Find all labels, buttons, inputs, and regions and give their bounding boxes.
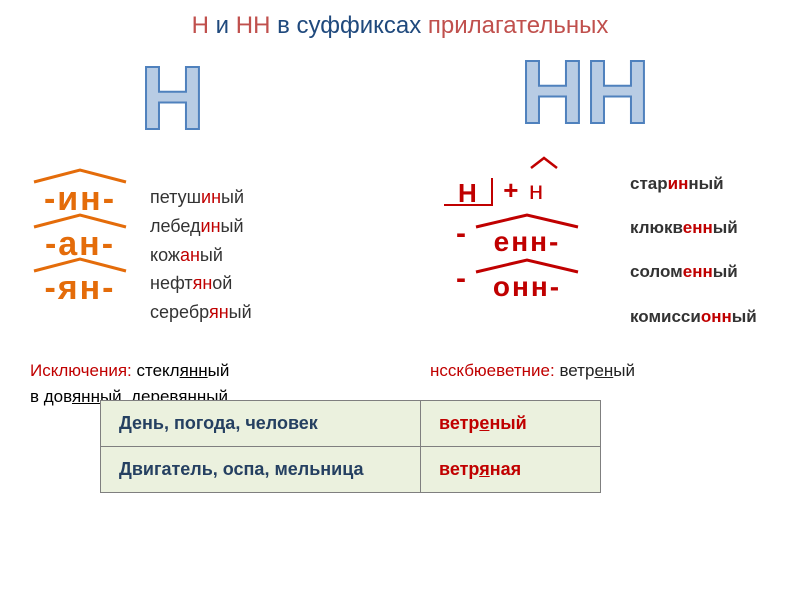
- suffix-ин: -ин-: [30, 168, 130, 215]
- suffix-енн: енн-: [472, 213, 582, 254]
- suffix-list-right: - енн- - онн-: [456, 213, 582, 303]
- exceptions-right: нсскбюеветние: ветреный: [430, 358, 635, 384]
- usage-table: День, погода, человек ветреный Двигатель…: [100, 400, 601, 493]
- example-word: нефтяной: [150, 269, 252, 298]
- columns: Н -ин- -ан- -ян- петушиныйлебединыйкожан…: [0, 48, 800, 144]
- suffix-row: - онн-: [456, 258, 582, 299]
- example-word: старинный: [630, 162, 757, 206]
- example-word: клюквенный: [630, 206, 757, 250]
- example-word: петушиный: [150, 183, 252, 212]
- stem-n: Н: [458, 178, 477, 208]
- example-word: лебединый: [150, 212, 252, 241]
- suffix-n-roof: н: [529, 156, 559, 206]
- context-cell: Двигатель, оспа, мельница: [101, 447, 421, 493]
- word-cell: ветряная: [421, 447, 601, 493]
- table-row: Двигатель, оспа, мельница ветряная: [101, 447, 601, 493]
- big-letter-n: Н: [140, 54, 380, 144]
- word-cell: ветреный: [421, 401, 601, 447]
- title-and: и: [209, 12, 236, 39]
- title-n: Н: [192, 12, 209, 39]
- suffix-ан: -ан-: [30, 213, 130, 260]
- example-word: комиссионный: [630, 295, 757, 339]
- stem-box: Н: [444, 178, 493, 206]
- plus-icon: +: [503, 175, 518, 205]
- suffix-row: - енн-: [456, 213, 582, 254]
- table-row: День, погода, человек ветреный: [101, 401, 601, 447]
- suffix-list-left: -ин- -ан- -ян-: [30, 168, 130, 302]
- example-word: серебряный: [150, 298, 252, 327]
- big-letter-nn: НН: [520, 48, 780, 138]
- context-cell: День, погода, человек: [101, 401, 421, 447]
- example-word: кожаный: [150, 241, 252, 270]
- column-single-n: Н -ин- -ан- -ян- петушиныйлебединыйкожан…: [0, 48, 400, 144]
- title-in: в суффиксах: [270, 12, 428, 39]
- suffix-ян: -ян-: [30, 257, 130, 304]
- exception-label: Исключения:: [30, 361, 132, 380]
- example-word: соломенный: [630, 250, 757, 294]
- stem-plus-suffix: Н + н: [444, 156, 559, 206]
- column-double-n: НН Н + н - енн- - онн- старинныйклюквенн…: [400, 48, 800, 144]
- page-title: Н и НН в суффиксах прилагательных: [0, 0, 800, 40]
- suffix-онн: онн-: [472, 258, 582, 299]
- examples-right: старинныйклюквенныйсоломенныйкомиссионны…: [630, 162, 757, 339]
- examples-left: петушиныйлебединыйкожаныйнефтянойсеребря…: [150, 183, 252, 327]
- title-nn: НН: [236, 12, 271, 39]
- title-adj: прилагательных: [428, 12, 608, 39]
